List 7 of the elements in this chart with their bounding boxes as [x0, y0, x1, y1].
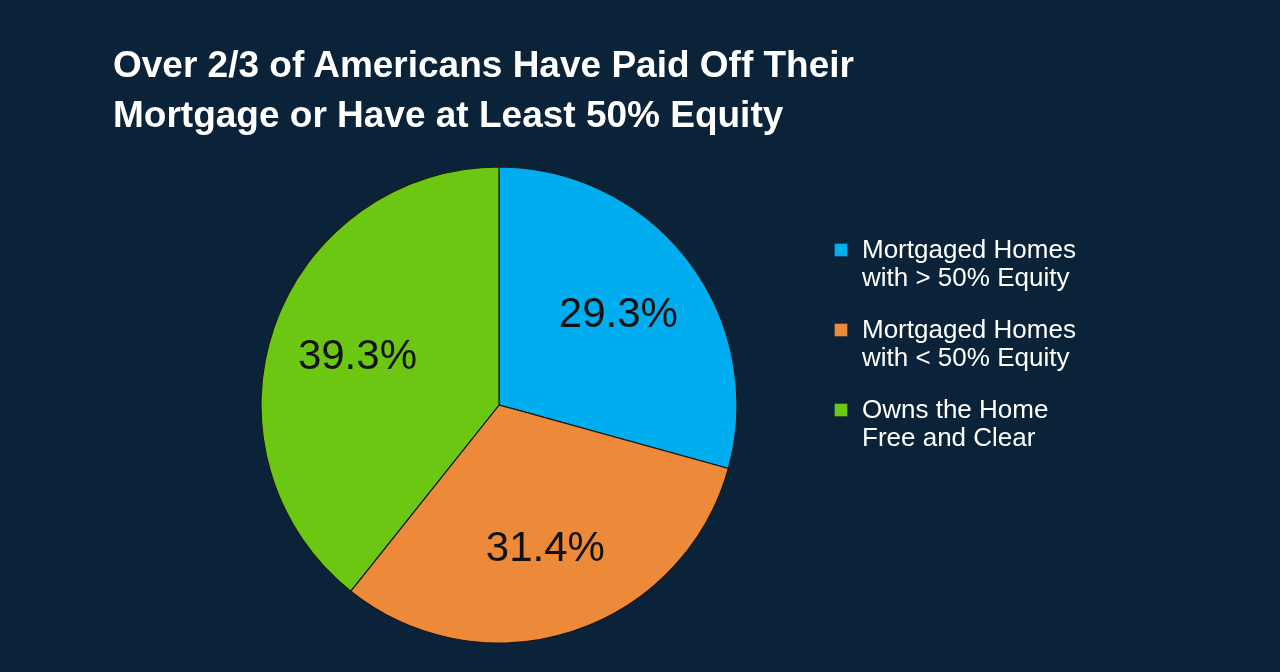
- data-label: 29.3%: [558, 289, 678, 337]
- data-label: 39.3%: [297, 330, 417, 378]
- chart-title: Over 2/3 of Americans Have Paid Off Their Mortgage or Have at Least 50% Equity: [113, 43, 854, 135]
- legend-label: Mortgaged Homes with < 50% Equity: [861, 314, 1076, 372]
- legend-label: Mortgaged Homes with > 50% Equity: [861, 234, 1076, 292]
- data-label: 31.4%: [485, 522, 605, 570]
- legend-label: Owns the Home Free and Clear: [862, 394, 1049, 452]
